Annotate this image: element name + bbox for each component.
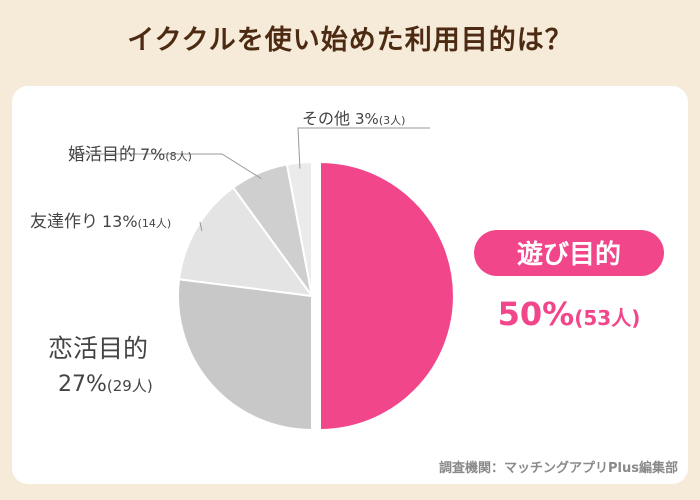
value-koikatsu: 27%(29人) [58,372,153,397]
percent-sonota: 3% [355,110,379,128]
count-konkatsu: (8人) [165,150,192,163]
label-asobi: 遊び目的 [517,239,621,270]
count-sonota: (3人) [379,114,406,127]
leader-konkatsu [70,153,262,179]
count-asobi: (53人) [574,306,640,330]
value-asobi: 50%(53人) [498,295,641,333]
slice-asobi [319,160,455,432]
percent-koikatsu: 27% [58,372,107,397]
count-koikatsu: (29人) [107,377,153,395]
label-sonota-name: その他 [302,109,350,128]
leader-tomodachi [199,221,203,231]
source-note: 調査機関：マッチングアプリPlus編集部 [439,461,678,476]
count-tomodachi: (14人) [138,217,172,230]
label-koikatsu: 恋活目的 [48,334,148,363]
leader-sonota [297,127,430,169]
label-sonota: その他 3%(3人) [302,109,405,128]
percent-asobi: 50% [498,295,575,333]
label-tomodachi-name: 友達作り [30,212,98,232]
percent-tomodachi: 13% [102,212,138,231]
chart-title: イククルを使い始めた利用目的は？ [127,25,573,56]
label-konkatsu: 婚活目的 7%(8人) [68,145,192,165]
slice-tomodachi [177,186,315,298]
label-tomodachi: 友達作り 13%(14人) [30,212,171,232]
percent-konkatsu: 7% [140,145,165,164]
slice-koikatsu [177,278,313,432]
highlight-badge [474,230,664,276]
label-konkatsu-name: 婚活目的 [68,145,136,165]
